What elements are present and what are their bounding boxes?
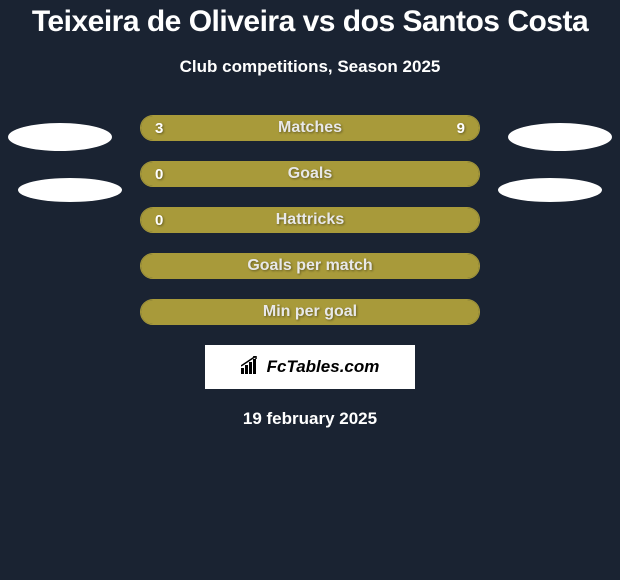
stat-bar: Goals0 bbox=[140, 161, 480, 187]
stat-row: Hattricks0 bbox=[0, 207, 620, 233]
stat-label: Goals bbox=[141, 165, 479, 183]
brand-text: FcTables.com bbox=[267, 357, 380, 377]
subtitle: Club competitions, Season 2025 bbox=[0, 57, 620, 77]
stat-row: Goals per match bbox=[0, 253, 620, 279]
decorative-ellipse bbox=[8, 123, 112, 151]
stat-bar: Goals per match bbox=[140, 253, 480, 279]
stat-bar: Hattricks0 bbox=[140, 207, 480, 233]
stat-label: Hattricks bbox=[141, 211, 479, 229]
chart-icon bbox=[241, 356, 263, 379]
brand-box: FcTables.com bbox=[205, 345, 415, 389]
stat-value-left: 3 bbox=[155, 120, 163, 137]
brand-label: FcTables.com bbox=[241, 356, 380, 379]
date-text: 19 february 2025 bbox=[0, 409, 620, 429]
decorative-ellipse bbox=[18, 178, 122, 202]
page-title: Teixeira de Oliveira vs dos Santos Costa bbox=[0, 5, 620, 39]
stat-label: Goals per match bbox=[141, 257, 479, 275]
decorative-ellipse bbox=[508, 123, 612, 151]
stat-bar: Matches3 9 bbox=[140, 115, 480, 141]
stat-label: Matches bbox=[141, 119, 479, 137]
stat-value-left: 0 bbox=[155, 166, 163, 183]
decorative-ellipse bbox=[498, 178, 602, 202]
comparison-infographic: Teixeira de Oliveira vs dos Santos Costa… bbox=[0, 0, 620, 429]
stat-value-right: 9 bbox=[457, 120, 465, 137]
stat-bar: Min per goal bbox=[140, 299, 480, 325]
stat-row: Min per goal bbox=[0, 299, 620, 325]
stat-value-left: 0 bbox=[155, 212, 163, 229]
stat-label: Min per goal bbox=[141, 303, 479, 321]
